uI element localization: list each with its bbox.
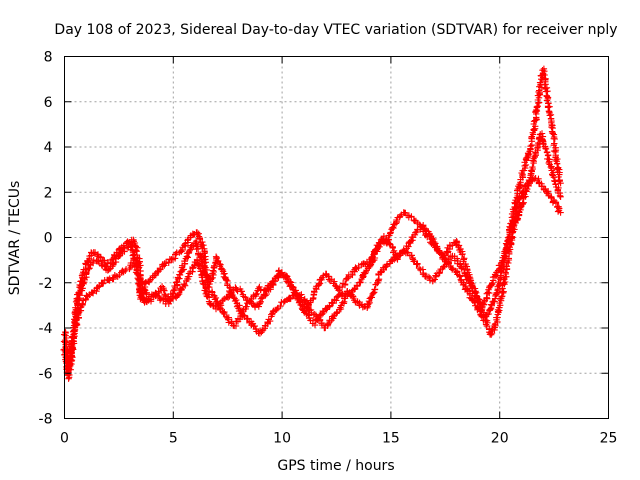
x-tick-label: 10	[273, 431, 291, 447]
x-axis-label: GPS time / hours	[277, 458, 394, 474]
y-tick-label: -8	[39, 412, 53, 428]
y-tick-label: -6	[39, 366, 53, 382]
y-tick-label: 8	[44, 50, 53, 66]
y-axis-label: SDTVAR / TECUs	[7, 181, 23, 296]
y-tick-label: 6	[44, 95, 53, 111]
chart-title: Day 108 of 2023, Sidereal Day-to-day VTE…	[54, 22, 617, 38]
x-tick-label: 15	[382, 431, 400, 447]
y-tick-label: 0	[44, 231, 53, 247]
axis-ticks	[64, 56, 609, 419]
y-tick-label: -4	[39, 321, 53, 337]
grid-lines	[64, 56, 609, 419]
y-tick-labels: -8 -6 -4 -2 0 2 4 6 8	[39, 50, 53, 428]
y-tick-label: 2	[44, 185, 53, 201]
x-tick-label: 20	[491, 431, 509, 447]
data-point-marks	[60, 130, 564, 377]
y-tick-label: 4	[44, 140, 53, 156]
x-tick-label: 0	[60, 431, 69, 447]
x-tick-label: 25	[600, 431, 618, 447]
x-tick-labels: 0 5 10 15 20 25	[60, 431, 617, 447]
y-tick-label: -2	[39, 276, 53, 292]
data-points	[60, 65, 564, 382]
series-trace-c	[60, 130, 564, 377]
x-tick-label: 5	[169, 431, 178, 447]
